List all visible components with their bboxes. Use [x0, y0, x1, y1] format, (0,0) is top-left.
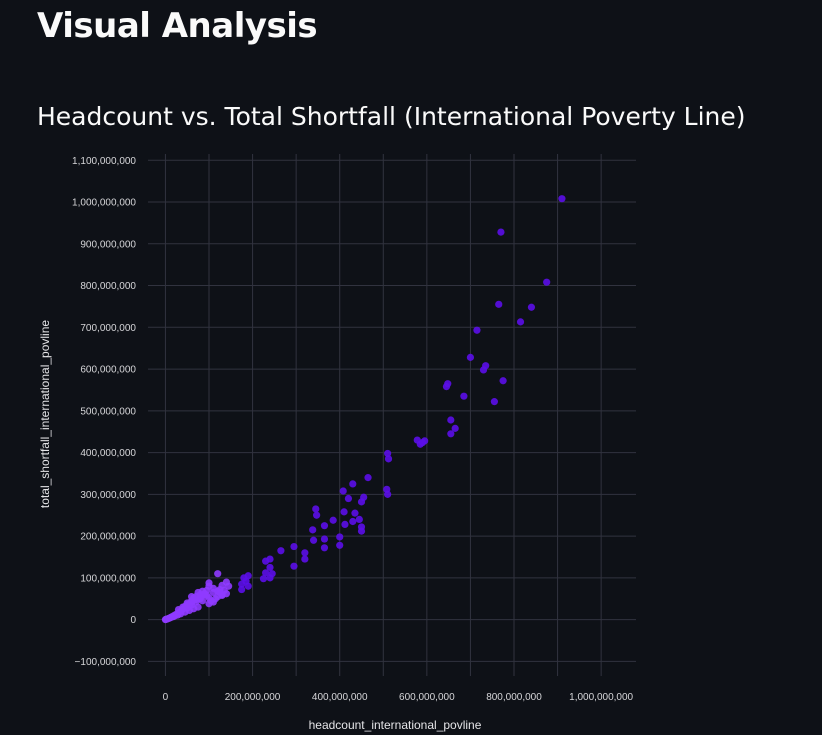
data-point[interactable]	[205, 579, 213, 587]
x-tick-label: 800,000,000	[486, 692, 542, 703]
x-axis-title: headcount_international_povline	[309, 718, 482, 732]
data-point[interactable]	[329, 516, 337, 524]
data-point[interactable]	[497, 228, 505, 236]
y-tick-label: 1,000,000,000	[72, 198, 136, 209]
x-axis-ticks: 0 200,000,000 400,000,000 600,000,000 800,00…	[163, 692, 634, 703]
data-point[interactable]	[312, 505, 320, 513]
data-point[interactable]	[473, 326, 481, 334]
y-tick-label: 600,000,000	[80, 365, 136, 376]
y-tick-label: 0	[130, 615, 136, 626]
data-point[interactable]	[259, 575, 268, 583]
data-point[interactable]	[198, 597, 207, 605]
y-tick-label: 100,000,000	[80, 573, 136, 584]
data-point[interactable]	[336, 533, 344, 541]
data-point[interactable]	[444, 380, 452, 388]
data-point[interactable]	[499, 377, 507, 385]
data-point[interactable]	[349, 480, 357, 488]
x-tick-label: 0	[163, 692, 169, 703]
data-point[interactable]	[309, 536, 318, 544]
data-point[interactable]	[421, 437, 429, 445]
data-point[interactable]	[344, 494, 353, 503]
data-point[interactable]	[558, 195, 566, 203]
data-point[interactable]	[262, 557, 270, 565]
y-tick-label: 700,000,000	[80, 323, 136, 334]
data-point[interactable]	[447, 430, 455, 438]
x-tick-label: 1,000,000,000	[569, 692, 633, 703]
data-point[interactable]	[309, 526, 317, 534]
data-point[interactable]	[187, 593, 196, 601]
y-tick-label: −100,000,000	[75, 657, 137, 668]
data-point[interactable]	[205, 600, 213, 608]
data-point[interactable]	[527, 303, 536, 311]
data-point[interactable]	[447, 416, 455, 424]
x-tick-label: 600,000,000	[399, 692, 455, 703]
data-point[interactable]	[320, 544, 329, 552]
data-point[interactable]	[320, 522, 329, 530]
y-axis-title: total_shortfall_international_povline	[38, 320, 52, 508]
data-point[interactable]	[339, 487, 347, 495]
data-points	[161, 195, 566, 624]
y-axis-ticks: −100,000,000 0 100,000,000 200,000,000 300,0…	[72, 156, 136, 668]
data-point[interactable]	[516, 318, 525, 326]
data-point[interactable]	[349, 517, 357, 526]
y-tick-label: 300,000,000	[80, 490, 136, 501]
data-point[interactable]	[364, 474, 372, 482]
scatter-chart[interactable]: −100,000,000 0 100,000,000 200,000,000 300,0…	[0, 140, 822, 735]
data-point[interactable]	[384, 449, 392, 458]
data-point[interactable]	[218, 590, 226, 599]
data-point[interactable]	[225, 582, 233, 590]
x-tick-label: 400,000,000	[312, 692, 368, 703]
data-point[interactable]	[290, 562, 298, 570]
y-tick-label: 400,000,000	[80, 448, 136, 459]
data-point[interactable]	[460, 392, 468, 400]
data-point[interactable]	[355, 515, 363, 523]
y-tick-label: 200,000,000	[80, 532, 136, 543]
data-point[interactable]	[266, 563, 274, 572]
chart-title: Headcount vs. Total Shortfall (Internati…	[37, 102, 746, 131]
data-point[interactable]	[290, 542, 298, 551]
data-point[interactable]	[451, 424, 459, 432]
data-point[interactable]	[214, 570, 222, 578]
data-point[interactable]	[351, 509, 359, 517]
x-tick-label: 200,000,000	[225, 692, 281, 703]
y-tick-label: 500,000,000	[80, 406, 136, 417]
data-point[interactable]	[162, 615, 170, 624]
data-point[interactable]	[384, 490, 392, 498]
data-point[interactable]	[301, 549, 309, 557]
data-point[interactable]	[277, 547, 285, 555]
data-point[interactable]	[313, 511, 321, 519]
y-tick-label: 1,100,000,000	[72, 156, 136, 167]
data-point[interactable]	[466, 353, 475, 361]
data-point[interactable]	[262, 569, 270, 577]
data-point[interactable]	[341, 520, 349, 529]
data-point[interactable]	[495, 300, 503, 308]
data-point[interactable]	[357, 527, 366, 535]
data-point[interactable]	[266, 574, 274, 582]
y-tick-label: 800,000,000	[80, 281, 136, 292]
data-point[interactable]	[340, 508, 348, 516]
data-point[interactable]	[205, 594, 213, 602]
data-point[interactable]	[320, 535, 329, 543]
data-point[interactable]	[301, 555, 309, 563]
data-point[interactable]	[238, 585, 246, 594]
data-point[interactable]	[244, 582, 252, 590]
data-point[interactable]	[357, 498, 366, 506]
data-point[interactable]	[490, 398, 498, 406]
data-point[interactable]	[543, 278, 551, 286]
page-title: Visual Analysis	[37, 6, 318, 46]
data-point[interactable]	[336, 541, 344, 549]
y-tick-label: 900,000,000	[80, 239, 136, 250]
grid	[148, 154, 636, 676]
data-point[interactable]	[482, 362, 490, 370]
data-point[interactable]	[384, 455, 393, 463]
data-point[interactable]	[238, 580, 246, 588]
